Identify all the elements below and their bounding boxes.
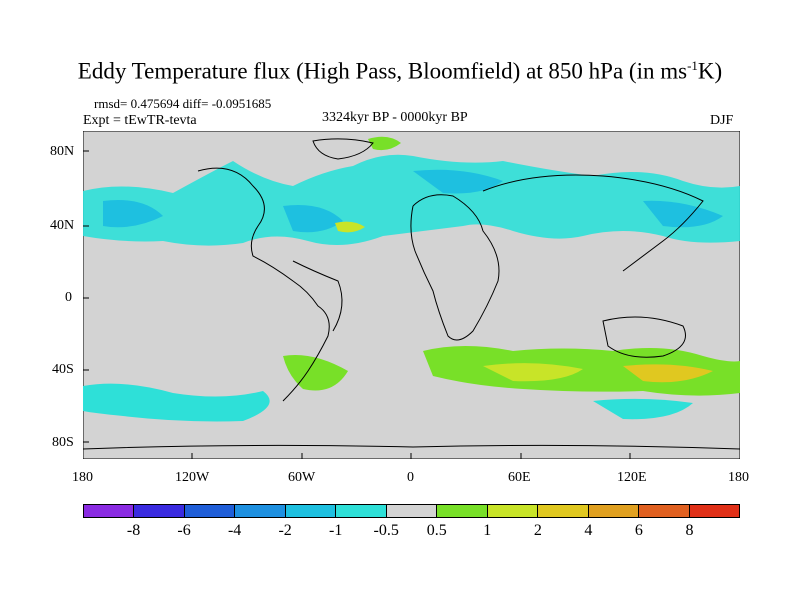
map-canvas: [83, 131, 740, 459]
nh-region-pacific: [103, 200, 163, 228]
nh-region-europe: [413, 169, 503, 194]
colorbar-swatch-3: [235, 505, 286, 517]
lon-label-120e: 120E: [617, 470, 647, 485]
nh-positive-region: [83, 154, 740, 246]
colorbar-swatch-0: [84, 505, 135, 517]
colorbar-swatch-11: [639, 505, 690, 517]
colorbar-label: 6: [634, 522, 643, 539]
stats-line: rmsd= 0.475694 diff= -0.0951685: [94, 96, 272, 111]
colorbar-label: -1: [329, 522, 343, 539]
lon-label-120w: 120W: [175, 470, 210, 485]
colorbar-swatch-7: [437, 505, 488, 517]
nh-region-atlantic-pos: [335, 221, 365, 233]
lon-label-180e: 180: [728, 470, 749, 485]
colorbar-swatch-4: [285, 505, 337, 517]
colorbar-label: 4: [584, 522, 593, 539]
lat-label-80s: 80S: [52, 435, 74, 450]
colorbar-swatch-9: [538, 505, 589, 517]
period-label: 3324kyr BP - 0000kyr BP: [322, 110, 468, 125]
sh-positive-region: [423, 346, 740, 396]
lat-label-40n: 40N: [50, 218, 75, 233]
colorbar-swatch-10: [588, 505, 640, 517]
sh-region-atlantic-pos: [283, 355, 348, 391]
sh-region-pacific-pos: [623, 364, 713, 383]
colorbar-swatch-8: [487, 505, 539, 517]
tick-marks: [83, 150, 631, 459]
colorbar-label: -2: [278, 522, 292, 539]
lat-label-80n: 80N: [50, 144, 75, 159]
colorbar-swatch-2: [184, 505, 236, 517]
colorbar-swatch-12: [689, 505, 740, 517]
nh-region-atlantic: [283, 205, 343, 233]
colorbar-label: -8: [126, 522, 141, 539]
colorbar-label: -4: [227, 522, 242, 539]
colorbar-label: -0.5: [373, 522, 399, 539]
colorbar-swatch-1: [134, 505, 185, 517]
season-label: DJF: [710, 113, 734, 128]
colorbar-label: 2: [533, 522, 542, 539]
sh-region-indian-pos: [483, 363, 583, 382]
colorbar-label: 0.5: [426, 522, 447, 539]
map-panel: [83, 131, 740, 459]
lon-label-0: 0: [407, 470, 414, 485]
colorbar-label: 1: [483, 522, 492, 539]
lat-label-40s: 40S: [52, 362, 74, 377]
lon-label-60e: 60E: [508, 470, 531, 485]
sh-negative-region-2: [593, 398, 693, 420]
coastlines: [83, 138, 740, 450]
sh-negative-region: [83, 383, 270, 422]
nh-region-asia: [643, 200, 723, 228]
colorbar-label: -6: [177, 522, 191, 539]
colorbar: [83, 504, 740, 518]
nh-region-arctic-pos: [368, 136, 401, 151]
colorbar-swatch-5: [336, 505, 387, 517]
lat-label-0: 0: [65, 290, 72, 305]
colorbar-swatch-6: [386, 505, 438, 517]
lon-label-180w: 180: [72, 470, 93, 485]
experiment-label: Expt = tEwTR-tevta: [83, 113, 197, 128]
figure-title: Eddy Temperature flux (High Pass, Bloomf…: [77, 58, 723, 84]
lon-label-60w: 60W: [288, 470, 316, 485]
colorbar-label: 8: [685, 522, 694, 539]
